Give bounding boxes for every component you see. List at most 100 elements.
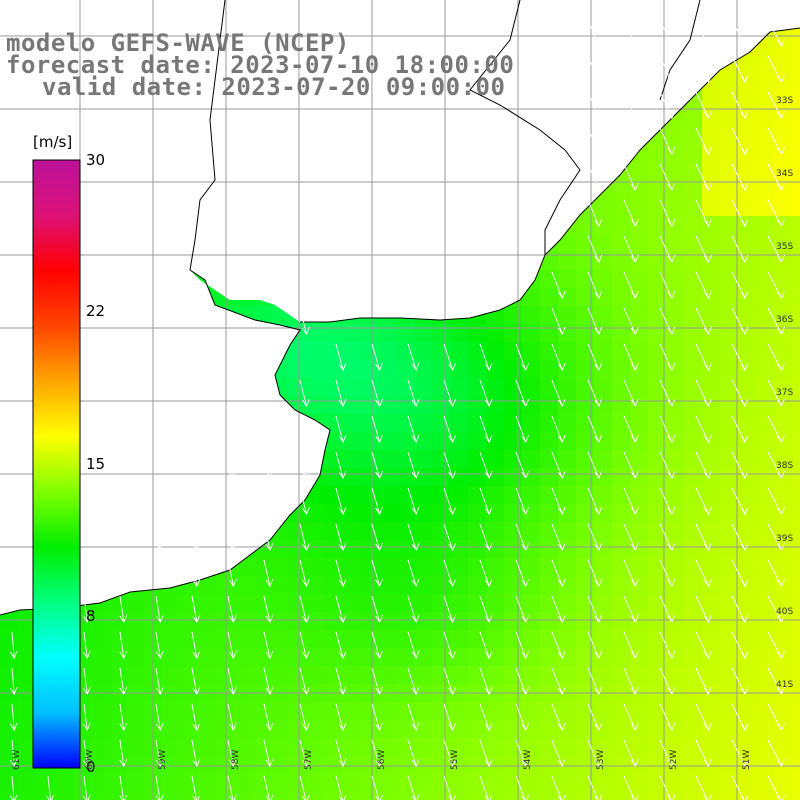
wind-arrow xyxy=(659,739,676,767)
wind-arrow xyxy=(407,379,420,407)
wind-arrow xyxy=(371,775,383,800)
wind-arrow xyxy=(479,667,493,695)
wind-arrow xyxy=(695,451,712,479)
colorbar-gradient xyxy=(32,159,81,769)
wind-arrow xyxy=(731,595,749,623)
lat-label: 39S xyxy=(776,534,794,544)
wind-arrow xyxy=(263,559,274,587)
wind-arrow xyxy=(623,379,639,407)
wind-arrow xyxy=(587,595,603,623)
wind-arrow xyxy=(515,595,530,623)
wind-arrow xyxy=(695,163,712,191)
wind-arrow xyxy=(515,703,530,731)
wind-arrow xyxy=(659,163,676,191)
lat-label: 35S xyxy=(776,242,794,252)
valid-date: valid date: 2023-07-20 09:00:00 xyxy=(42,73,506,101)
wind-arrow xyxy=(623,559,639,587)
wind-arrow xyxy=(587,343,603,371)
wind-arrow xyxy=(551,343,566,371)
wind-arrow xyxy=(767,415,785,443)
wind-arrow xyxy=(371,631,383,659)
wind-arrow xyxy=(227,739,237,767)
lon-label: 58W xyxy=(231,749,241,770)
wind-arrow xyxy=(767,667,785,695)
wind-arrow xyxy=(371,595,383,623)
lon-label: 60W xyxy=(85,749,95,770)
colorbar-tick-30: 30 xyxy=(86,151,106,169)
wind-arrow xyxy=(443,379,457,407)
wind-arrow xyxy=(443,343,457,371)
wind-arrow xyxy=(479,595,493,623)
wind-arrow xyxy=(299,415,310,443)
wind-arrow xyxy=(299,379,310,407)
wind-arrow xyxy=(443,595,457,623)
colorbar-tick-8: 8 xyxy=(86,607,96,625)
wind-arrow xyxy=(551,667,566,695)
lon-label: 56W xyxy=(377,749,387,770)
wind-arrow xyxy=(587,523,603,551)
wind-arrow xyxy=(479,631,493,659)
wind-arrow xyxy=(191,559,201,587)
lat-label: 37S xyxy=(776,388,794,398)
lon-label: 52W xyxy=(669,749,679,770)
wind-arrow xyxy=(587,379,603,407)
wind-arrow xyxy=(731,235,749,263)
wind-arrow xyxy=(623,739,639,767)
wind-arrow xyxy=(443,487,457,515)
wind-arrow xyxy=(731,271,749,299)
wind-arrow xyxy=(82,667,91,695)
wind-arrow xyxy=(263,667,274,695)
wind-arrow xyxy=(155,559,164,587)
wind-arrow xyxy=(659,379,676,407)
wind-arrow xyxy=(587,271,603,299)
wind-arrow xyxy=(731,487,749,515)
lat-label: 34S xyxy=(776,169,794,179)
wind-arrow xyxy=(659,235,676,263)
wind-arrow xyxy=(659,127,676,155)
wind-arrow xyxy=(227,487,237,515)
wind-arrow xyxy=(299,631,310,659)
wind-arrow xyxy=(443,631,457,659)
wind-arrow xyxy=(731,19,749,47)
wind-arrow xyxy=(263,703,274,731)
wind-arrow xyxy=(623,235,639,263)
lat-label: 36S xyxy=(776,315,794,325)
wind-arrow xyxy=(623,451,639,479)
wind-arrow xyxy=(407,487,420,515)
wind-arrow xyxy=(407,451,420,479)
wind-arrow xyxy=(371,415,383,443)
wind-arrow xyxy=(515,451,530,479)
wind-arrow xyxy=(335,667,347,695)
wind-arrow xyxy=(695,91,712,119)
wind-arrow xyxy=(695,415,712,443)
wind-arrow xyxy=(767,235,785,263)
wind-arrow xyxy=(695,127,712,155)
wind-arrow xyxy=(191,667,201,695)
wind-arrow xyxy=(731,559,749,587)
wind-arrow xyxy=(587,235,603,263)
wind-arrow xyxy=(479,559,493,587)
wind-arrow xyxy=(299,775,310,800)
colorbar xyxy=(32,159,81,769)
wind-arrow xyxy=(659,595,676,623)
lon-label: 61W xyxy=(12,749,22,770)
wind-arrow xyxy=(731,631,749,659)
wind-arrow xyxy=(731,199,749,227)
wind-arrow xyxy=(731,379,749,407)
wind-arrow xyxy=(299,271,310,299)
wind-arrow xyxy=(731,55,749,83)
wind-arrow xyxy=(767,631,785,659)
lon-label: 53W xyxy=(596,749,606,770)
wind-arrow xyxy=(767,343,785,371)
wind-arrow xyxy=(587,55,603,83)
wind-arrow xyxy=(659,199,676,227)
wind-arrow xyxy=(191,487,201,515)
wind-arrow xyxy=(335,703,347,731)
wind-arrow xyxy=(731,703,749,731)
wind-arrow xyxy=(191,775,201,800)
wind-arrow xyxy=(335,379,347,407)
wind-arrow xyxy=(263,775,274,800)
wind-arrow xyxy=(515,559,530,587)
wind-arrow xyxy=(623,595,639,623)
